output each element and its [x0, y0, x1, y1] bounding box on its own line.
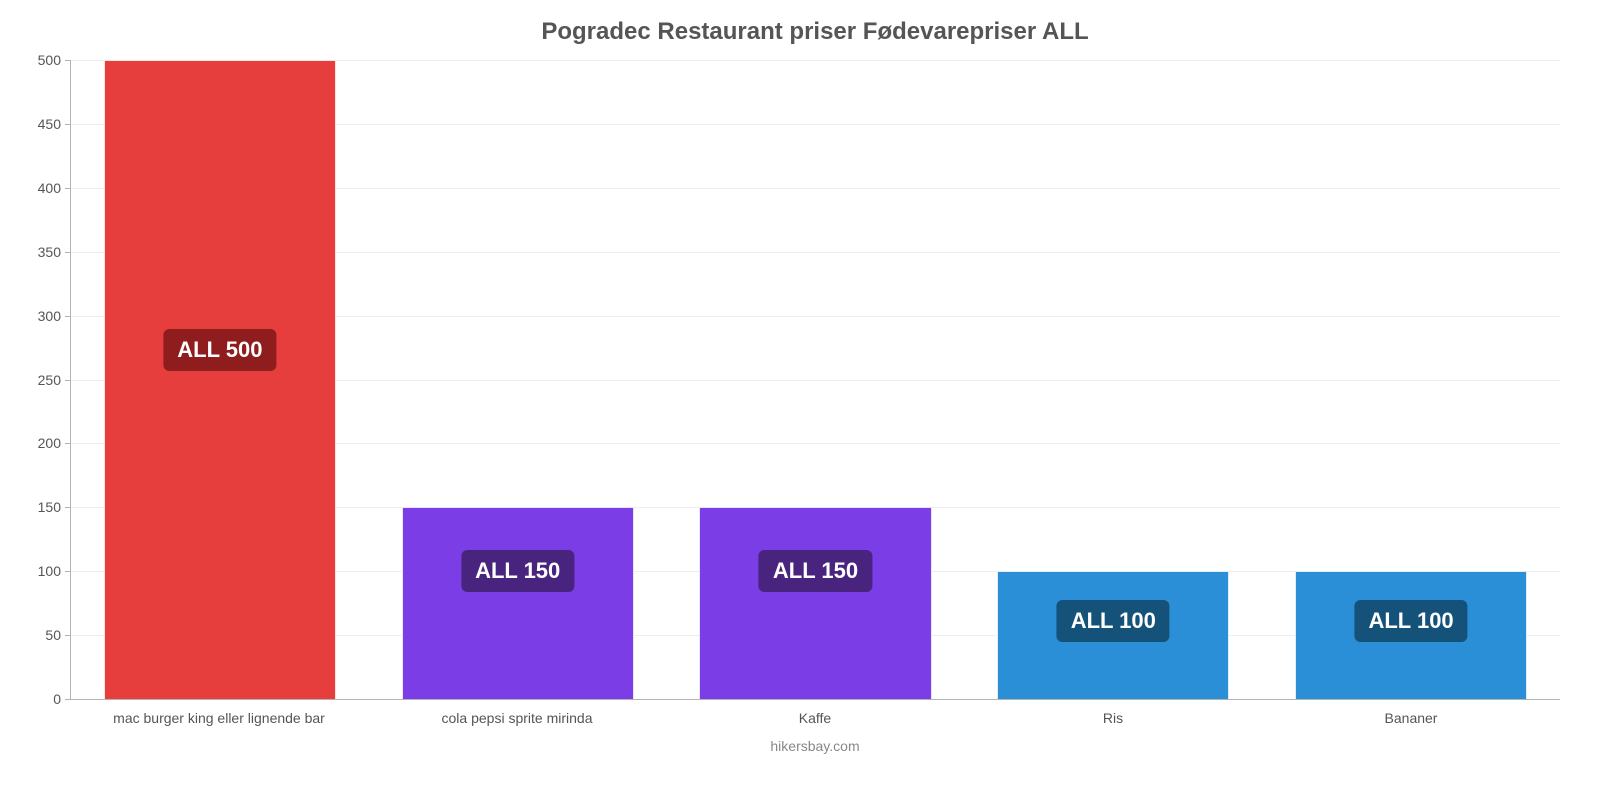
bar: ALL 100 — [1295, 571, 1527, 699]
price-bar-chart: Pogradec Restaurant priser Fødevareprise… — [0, 0, 1600, 800]
y-tick-label: 250 — [38, 372, 71, 388]
plot-area: ALL 500ALL 150ALL 150ALL 100ALL 100 0501… — [70, 60, 1560, 700]
x-axis-labels: mac burger king eller lignende barcola p… — [70, 710, 1560, 726]
bar-value-label: ALL 100 — [1354, 600, 1467, 642]
bar-slot: ALL 100 — [964, 60, 1262, 699]
x-tick-label: mac burger king eller lignende bar — [70, 710, 368, 726]
x-tick-label: Bananer — [1262, 710, 1560, 726]
y-tick-label: 500 — [38, 52, 71, 68]
x-tick-label: cola pepsi sprite mirinda — [368, 710, 666, 726]
bar-value-label: ALL 150 — [759, 550, 872, 592]
bar-slot: ALL 150 — [369, 60, 667, 699]
chart-attribution: hikersbay.com — [70, 738, 1560, 754]
bar-slot: ALL 150 — [667, 60, 965, 699]
bar: ALL 500 — [104, 60, 336, 699]
x-tick-label: Ris — [964, 710, 1262, 726]
bar-value-label: ALL 500 — [163, 329, 276, 371]
y-tick-label: 50 — [45, 627, 71, 643]
y-tick-label: 350 — [38, 244, 71, 260]
x-tick-label: Kaffe — [666, 710, 964, 726]
y-tick-label: 300 — [38, 308, 71, 324]
y-tick-label: 400 — [38, 180, 71, 196]
y-tick-label: 150 — [38, 499, 71, 515]
bar: ALL 150 — [699, 507, 931, 699]
y-tick-label: 0 — [53, 691, 71, 707]
bar: ALL 150 — [402, 507, 634, 699]
y-tick-label: 450 — [38, 116, 71, 132]
chart-title: Pogradec Restaurant priser Fødevareprise… — [70, 18, 1560, 46]
bars-container: ALL 500 ALL 150 ALL 150 ALL 100 ALL 100 — [71, 60, 1560, 699]
bar: ALL 100 — [997, 571, 1229, 699]
bar-value-label: ALL 100 — [1057, 600, 1170, 642]
bar-value-label: ALL 150 — [461, 550, 574, 592]
bar-slot: ALL 500 — [71, 60, 369, 699]
y-tick-label: 100 — [38, 563, 71, 579]
y-tick-label: 200 — [38, 435, 71, 451]
bar-slot: ALL 100 — [1262, 60, 1560, 699]
